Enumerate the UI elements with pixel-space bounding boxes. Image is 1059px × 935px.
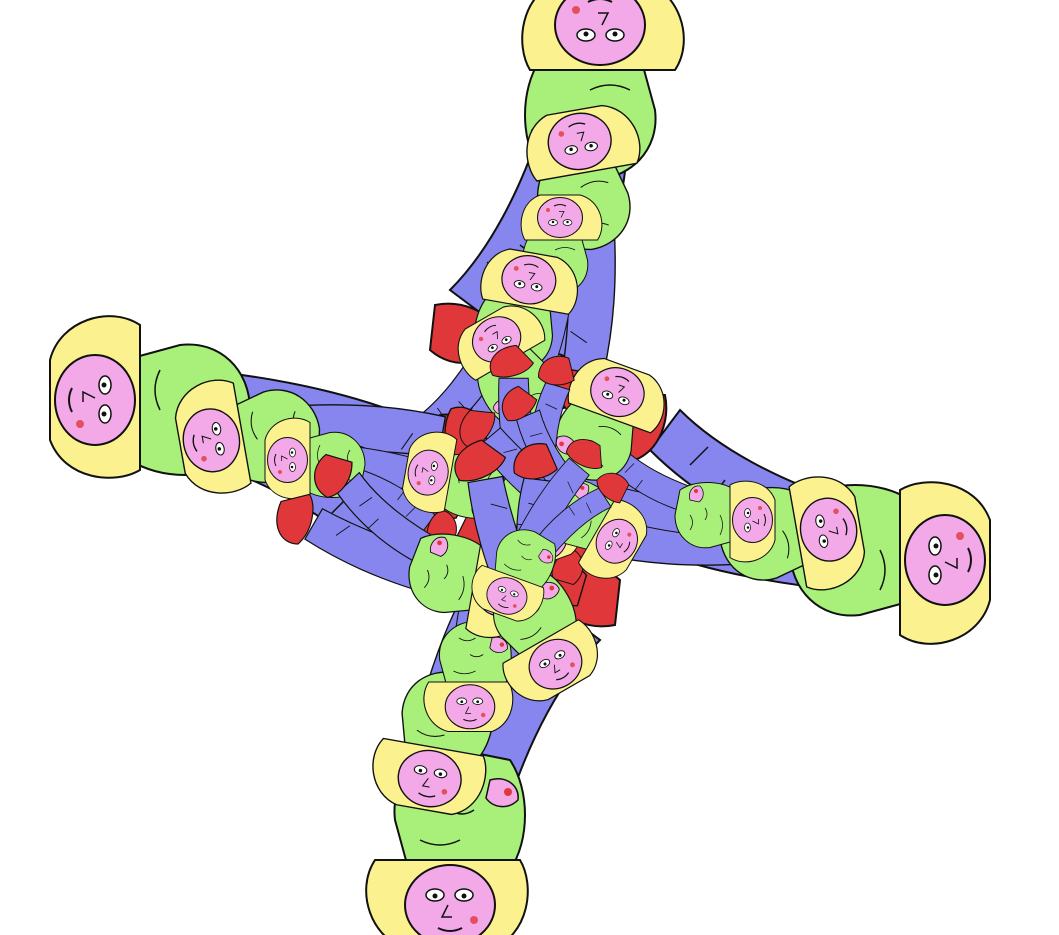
kaleidoscope-illustration — [49, 0, 991, 935]
artwork-canvas — [49, 0, 991, 935]
